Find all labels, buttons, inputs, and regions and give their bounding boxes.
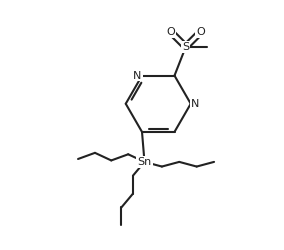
Text: N: N xyxy=(191,99,199,109)
Text: Sn: Sn xyxy=(137,157,152,167)
Text: O: O xyxy=(166,27,175,37)
Text: N: N xyxy=(133,70,142,81)
Text: S: S xyxy=(182,42,189,52)
Text: O: O xyxy=(196,27,205,37)
